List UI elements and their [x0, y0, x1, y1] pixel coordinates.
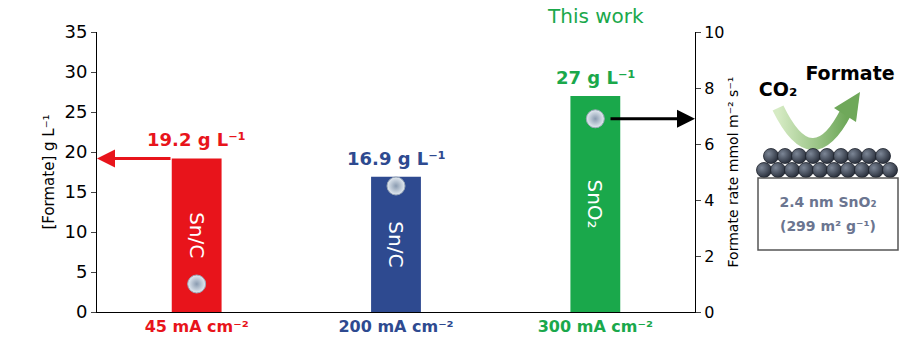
svg-text:30: 30 [64, 61, 87, 82]
svg-text:2.4 nm SnO₂: 2.4 nm SnO₂ [779, 194, 876, 210]
svg-text:0: 0 [704, 303, 714, 322]
svg-text:35: 35 [64, 21, 87, 42]
svg-text:10: 10 [704, 23, 724, 42]
svg-text:0: 0 [76, 301, 87, 322]
svg-text:2: 2 [704, 247, 714, 266]
svg-text:Formate: Formate [805, 62, 894, 84]
svg-text:CO₂: CO₂ [759, 78, 797, 100]
svg-text:16.9 g L⁻¹: 16.9 g L⁻¹ [347, 148, 446, 169]
svg-text:6: 6 [704, 135, 714, 154]
svg-text:15: 15 [64, 181, 87, 202]
svg-text:[Formate] g L⁻¹: [Formate] g L⁻¹ [40, 114, 58, 229]
svg-text:200 mA cm⁻²: 200 mA cm⁻² [338, 317, 453, 336]
svg-text:27 g L⁻¹: 27 g L⁻¹ [556, 67, 635, 88]
svg-text:Sn/C: Sn/C [185, 212, 209, 258]
svg-text:45 mA cm⁻²: 45 mA cm⁻² [145, 317, 249, 336]
svg-text:This work: This work [547, 4, 644, 28]
svg-text:Sn/C: Sn/C [384, 221, 408, 267]
svg-text:25: 25 [64, 101, 87, 122]
svg-text:19.2 g L⁻¹: 19.2 g L⁻¹ [147, 129, 246, 150]
svg-text:20: 20 [64, 141, 87, 162]
svg-text:4: 4 [704, 191, 714, 210]
svg-text:10: 10 [64, 221, 87, 242]
svg-text:SnO₂: SnO₂ [583, 179, 607, 228]
svg-text:300 mA cm⁻²: 300 mA cm⁻² [538, 317, 653, 336]
svg-text:Formate rate mmol m⁻² s⁻¹: Formate rate mmol m⁻² s⁻¹ [725, 77, 741, 268]
svg-text:5: 5 [76, 261, 87, 282]
svg-text:8: 8 [704, 79, 714, 98]
svg-text:(299 m² g⁻¹): (299 m² g⁻¹) [780, 218, 876, 234]
